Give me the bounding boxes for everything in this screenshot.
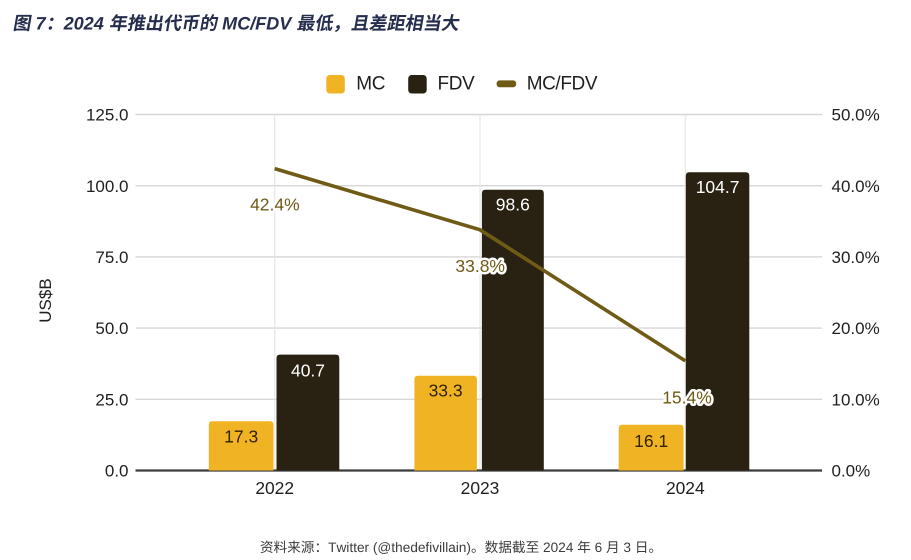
svg-text:30.0%: 30.0% [832, 248, 880, 267]
svg-text:MC: MC [356, 73, 385, 94]
svg-text:16.1: 16.1 [634, 431, 668, 451]
svg-text:50.0: 50.0 [95, 319, 128, 338]
svg-text:0.0: 0.0 [105, 462, 129, 481]
svg-text:20.0%: 20.0% [832, 319, 880, 338]
svg-text:104.7: 104.7 [696, 177, 740, 197]
svg-text:40.0%: 40.0% [832, 177, 880, 196]
svg-text:15.4%: 15.4% [662, 387, 712, 407]
svg-text:98.6: 98.6 [496, 195, 530, 215]
svg-text:33.3: 33.3 [429, 381, 463, 401]
svg-text:FDV: FDV [438, 73, 476, 94]
svg-text:2024: 2024 [666, 478, 705, 498]
svg-text:10.0%: 10.0% [832, 390, 880, 409]
svg-text:40.7: 40.7 [291, 361, 325, 381]
svg-text:42.4%: 42.4% [250, 195, 300, 215]
svg-text:US$B: US$B [36, 278, 55, 322]
svg-text:25.0: 25.0 [95, 390, 128, 409]
svg-text:17.3: 17.3 [224, 427, 258, 447]
svg-text:100.0: 100.0 [86, 177, 129, 196]
svg-text:MC/FDV: MC/FDV [527, 73, 598, 94]
svg-text:75.0: 75.0 [95, 248, 128, 267]
svg-text:2023: 2023 [461, 478, 500, 498]
svg-text:0.0%: 0.0% [832, 462, 871, 481]
svg-text:50.0%: 50.0% [832, 106, 880, 125]
svg-text:33.8%: 33.8% [455, 256, 505, 276]
svg-text:125.0: 125.0 [86, 106, 129, 125]
svg-text:2022: 2022 [255, 478, 294, 498]
